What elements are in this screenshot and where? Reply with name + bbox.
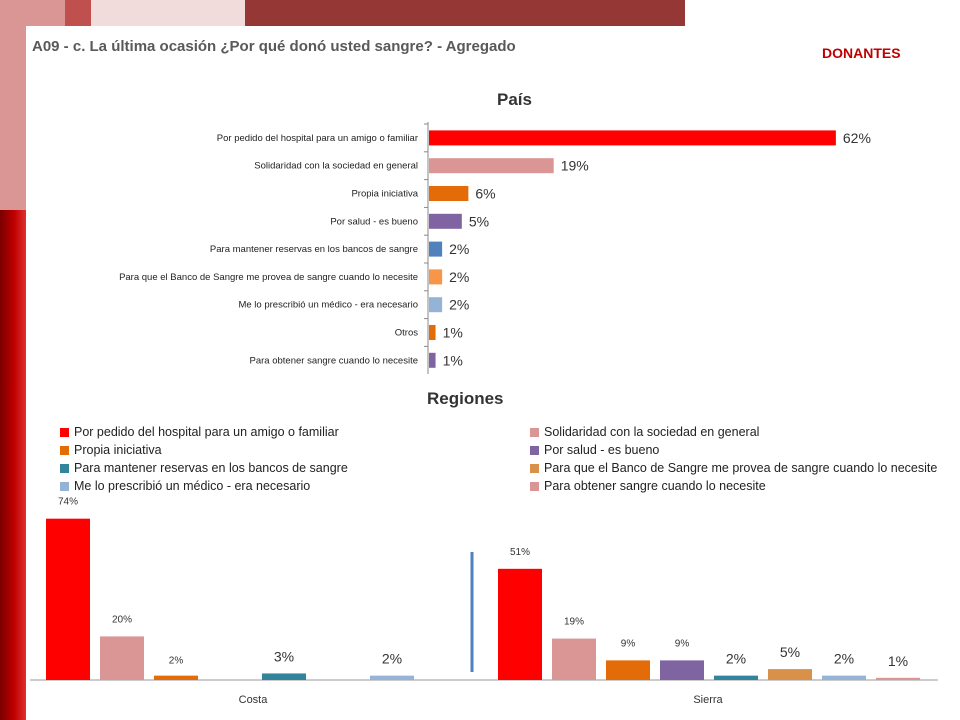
pais-value-label: 5% (469, 213, 489, 229)
pais-bar (429, 241, 443, 257)
legend-swatch (60, 445, 69, 455)
pais-category-label: Por salud - es bueno (330, 216, 418, 227)
pais-bar (429, 213, 462, 229)
side-band-red (0, 210, 26, 720)
legend-label: Por salud - es bueno (544, 443, 660, 457)
pais-category-label: Para que el Banco de Sangre me provea de… (119, 272, 418, 283)
pais-bar (429, 158, 554, 174)
regiones-bar (370, 675, 414, 680)
regiones-value-label: 9% (621, 638, 636, 649)
legend-label: Para que el Banco de Sangre me provea de… (544, 461, 938, 475)
regiones-bar (46, 518, 90, 680)
pais-value-label: 19% (561, 158, 589, 174)
pais-value-label: 2% (449, 241, 469, 257)
header-band-light (91, 0, 245, 26)
legend-swatch (530, 463, 539, 473)
regiones-value-label: 5% (780, 644, 800, 660)
regiones-value-label: 2% (169, 656, 184, 667)
pais-category-label: Otros (395, 328, 418, 339)
regiones-bar (262, 673, 306, 680)
page-title: A09 - c. La última ocasión ¿Por qué donó… (32, 38, 516, 55)
legend-swatch (60, 463, 69, 473)
header-band-dark (245, 0, 685, 26)
regiones-value-label: 1% (888, 653, 908, 669)
regiones-bar (552, 638, 596, 680)
legend-item: Por salud - es bueno (530, 442, 659, 458)
regiones-bar (660, 660, 704, 680)
regiones-value-label: 3% (274, 648, 294, 664)
pais-category-label: Por pedido del hospital para un amigo o … (217, 133, 418, 144)
legend-swatch (530, 481, 539, 491)
legend-item: Para mantener reservas en los bancos de … (60, 460, 348, 476)
regiones-bar (154, 675, 198, 680)
regiones-chart-title: Regiones (427, 389, 504, 408)
regiones-bar (498, 568, 542, 680)
pais-category-label: Para obtener sangre cuando lo necesite (250, 355, 418, 366)
regiones-category-label: Sierra (693, 694, 723, 706)
pais-value-label: 2% (449, 297, 469, 313)
legend-label: Para mantener reservas en los bancos de … (74, 461, 348, 475)
header-band-pink (0, 0, 65, 26)
pais-bar (429, 269, 443, 285)
pais-category-label: Solidaridad con la sociedad en general (254, 161, 418, 172)
regiones-bar (100, 636, 144, 680)
regiones-value-label: 2% (726, 651, 746, 667)
pais-bar (429, 186, 469, 201)
regiones-category-label: Costa (239, 694, 269, 706)
legend-swatch (530, 427, 539, 437)
pais-value-label: 2% (449, 269, 469, 285)
regiones-value-label: 74% (58, 497, 78, 508)
regiones-bar (876, 677, 920, 680)
pais-value-label: 6% (475, 186, 495, 202)
pais-chart-title: País (497, 90, 532, 109)
regiones-bar (768, 669, 812, 680)
pais-value-label: 62% (843, 130, 871, 146)
legend-label: Por pedido del hospital para un amigo o … (74, 425, 339, 439)
pais-value-label: 1% (443, 352, 463, 368)
side-band-pink (0, 26, 26, 210)
regiones-value-label: 2% (382, 651, 402, 667)
legend-item: Propia iniciativa (60, 442, 162, 458)
legend-item: Me lo prescribió un médico - era necesar… (60, 478, 310, 494)
pais-bar (429, 297, 443, 313)
pais-bar (429, 325, 436, 340)
legend-label: Para obtener sangre cuando lo necesite (544, 479, 766, 493)
pais-value-label: 1% (443, 325, 463, 341)
pais-bar (429, 352, 436, 368)
legend-item: Por pedido del hospital para un amigo o … (60, 424, 339, 440)
regiones-bar (606, 660, 650, 680)
legend-swatch (530, 445, 539, 455)
legend-item: Para obtener sangre cuando lo necesite (530, 478, 766, 494)
pais-category-label: Para mantener reservas en los bancos de … (210, 244, 418, 255)
header-band-red (65, 0, 91, 26)
pais-bar (429, 130, 836, 146)
donantes-badge: DONANTES (822, 45, 901, 61)
legend-label: Me lo prescribió un médico - era necesar… (74, 479, 311, 493)
regiones-value-label: 51% (510, 547, 530, 558)
regiones-value-label: 2% (834, 651, 854, 667)
regiones-value-label: 19% (564, 617, 584, 628)
regiones-value-label: 9% (675, 638, 690, 649)
legend-item: Solidaridad con la sociedad en general (530, 424, 759, 440)
pais-category-label: Me lo prescribió un médico - era necesar… (238, 300, 418, 311)
regiones-bar (822, 675, 866, 680)
legend-label: Propia iniciativa (74, 443, 162, 457)
legend-label: Solidaridad con la sociedad en general (544, 425, 760, 439)
regiones-bar (714, 675, 758, 680)
regiones-value-label: 20% (112, 614, 132, 625)
legend-swatch (60, 481, 69, 491)
pais-category-label: Propia iniciativa (351, 189, 418, 200)
legend-item: Para que el Banco de Sangre me provea de… (530, 460, 937, 476)
legend-swatch (60, 427, 69, 437)
